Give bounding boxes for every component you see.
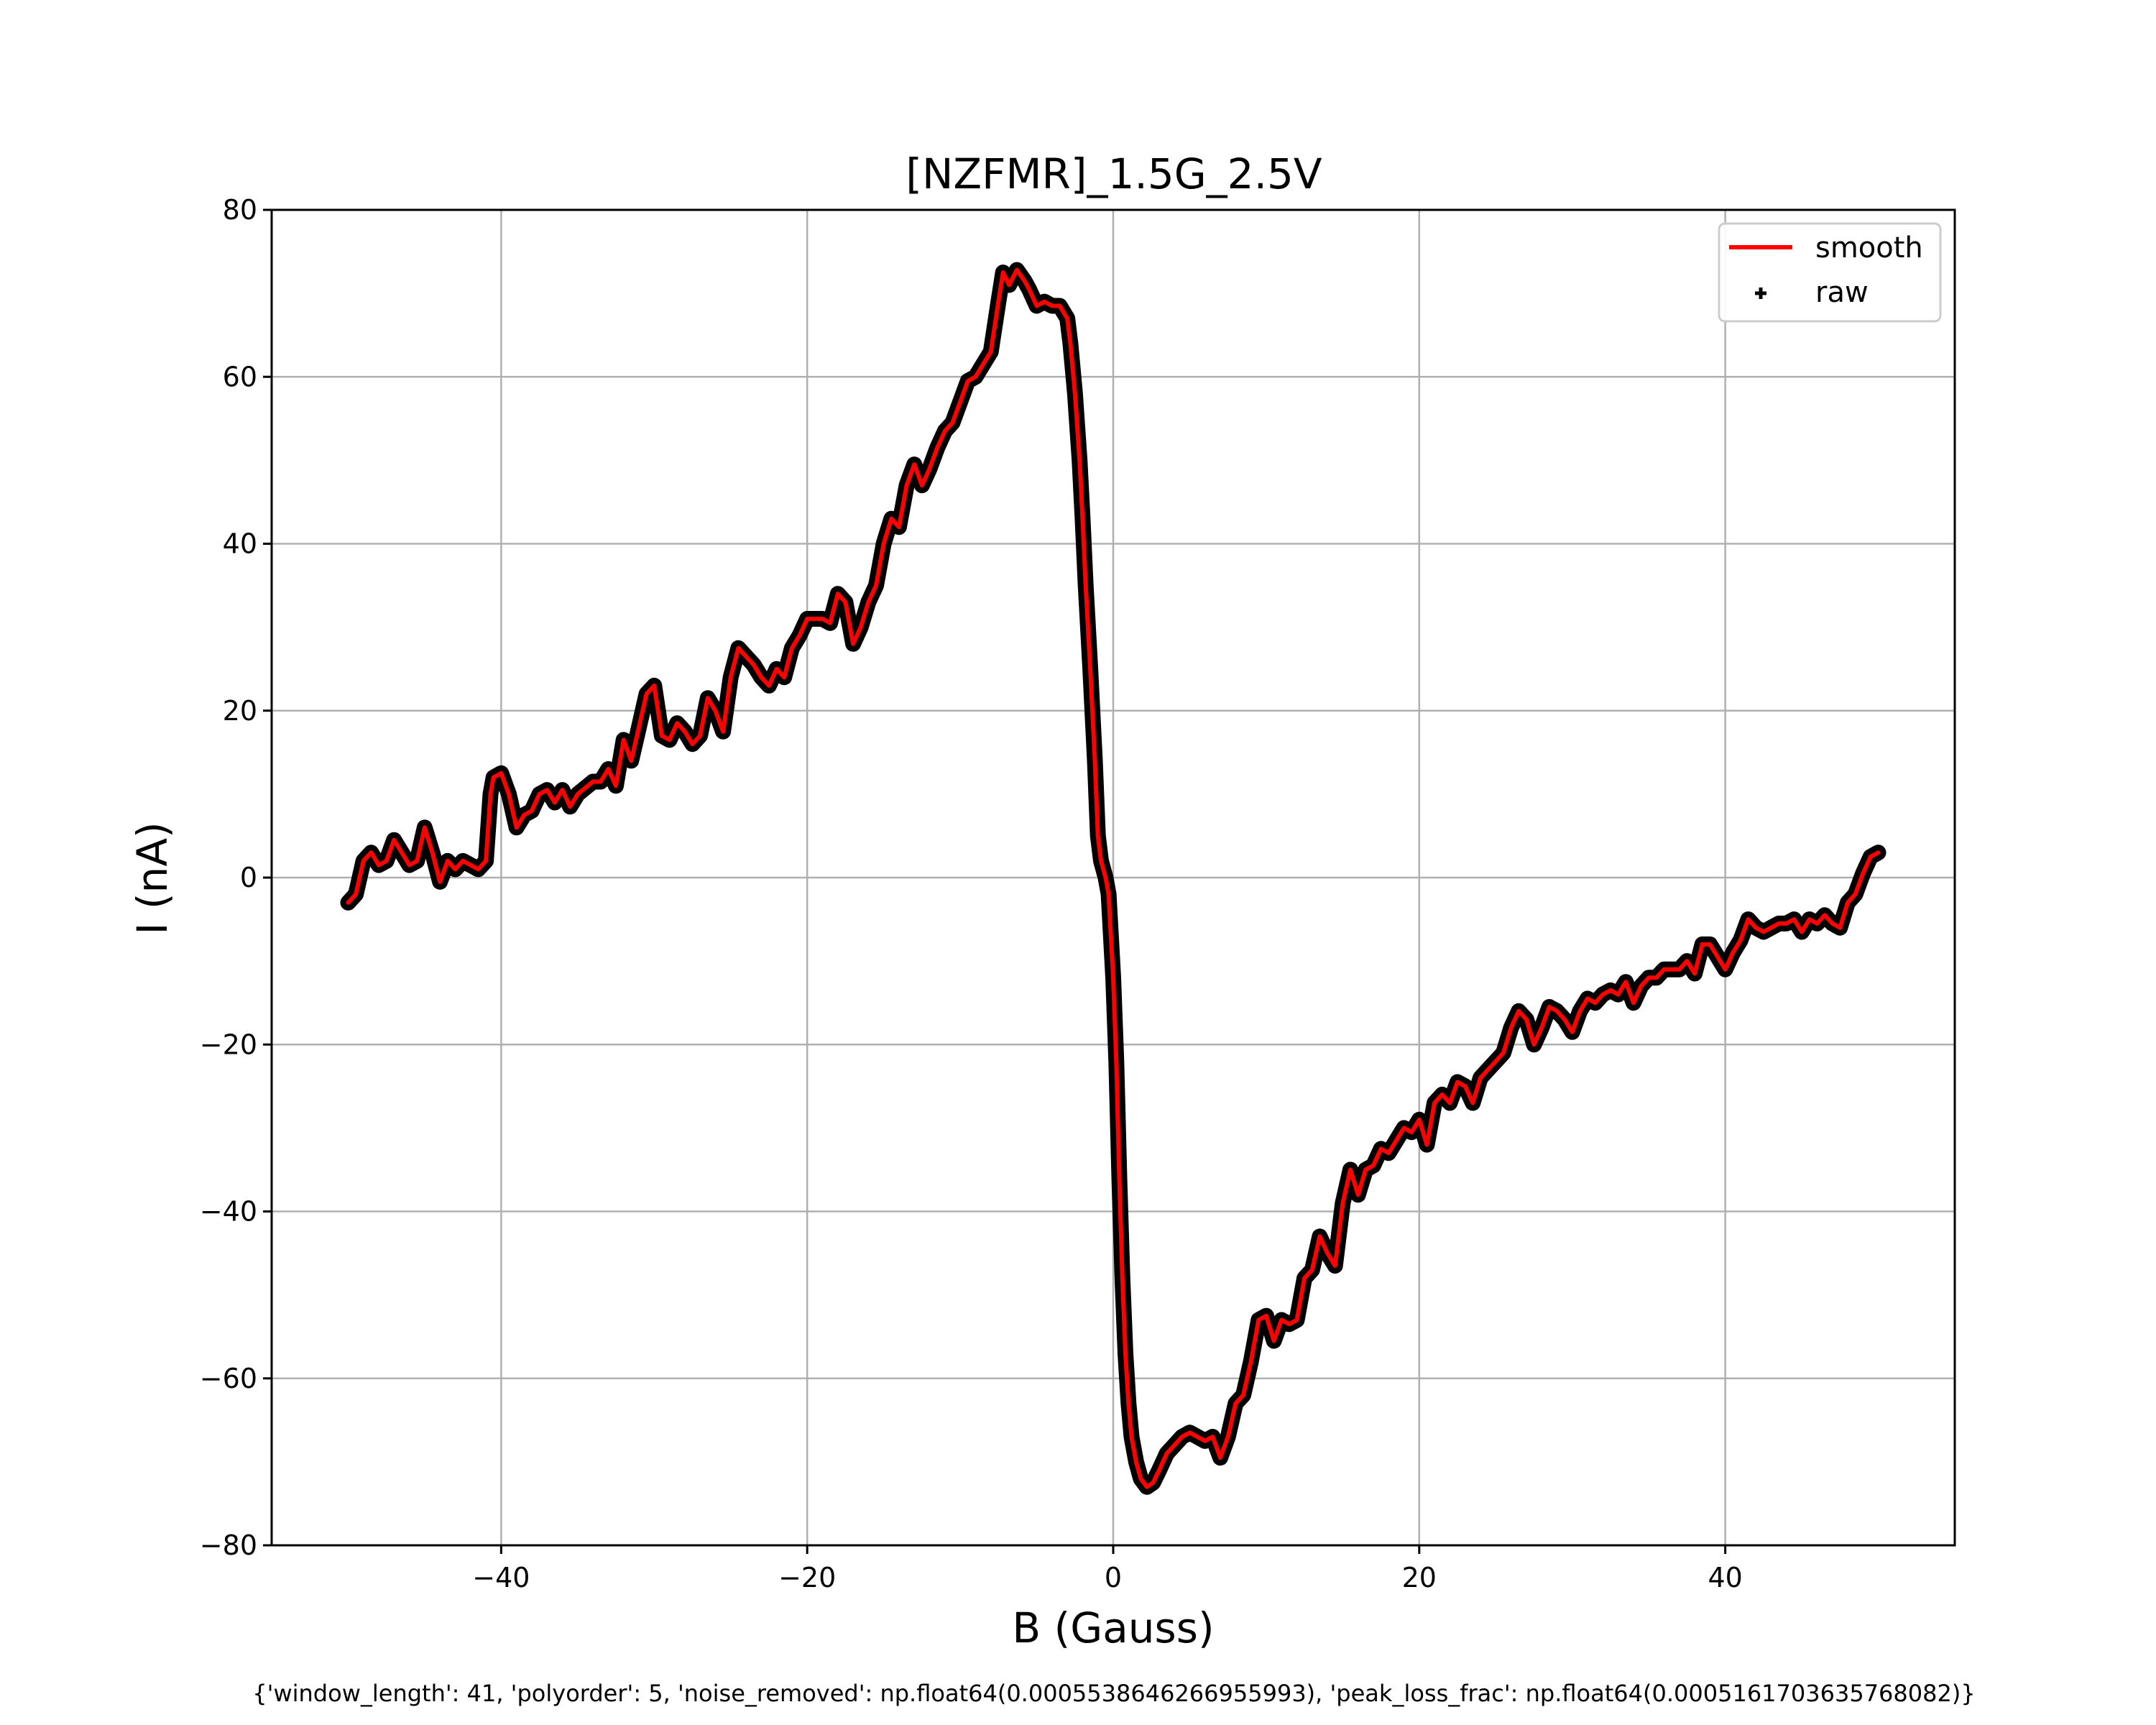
y-tick-label: 20 [223,695,257,727]
x-axis-ticks: −40 −20 0 20 40 [472,1545,1743,1593]
y-axis-label: I (nA) [128,822,177,934]
y-tick-label: −80 [200,1530,257,1561]
legend-smooth-label: smooth [1815,231,1923,264]
legend-raw-marker [1755,288,1766,299]
x-axis-label: B (Gauss) [1012,1604,1214,1652]
y-tick-label: 80 [223,194,257,226]
plot-frame [270,208,1956,1547]
y-tick-label: 0 [240,862,257,893]
y-tick-label: 60 [223,361,257,392]
y-tick-label: −60 [200,1363,257,1394]
y-tick-label: −20 [200,1029,257,1060]
x-tick-label: −20 [778,1562,836,1593]
legend-raw-label: raw [1815,276,1869,309]
x-tick-label: 20 [1402,1562,1437,1593]
footer-note: {'window_length': 41, 'polyorder': 5, 'n… [252,1680,1975,1707]
x-tick-label: 40 [1708,1562,1742,1593]
chart-title: [NZFMR]_1.5G_2.5V [906,150,1322,198]
smooth-series-line [346,267,1881,1489]
legend: smooth raw [1718,222,1942,323]
y-tick-label: −40 [200,1196,257,1228]
plot-area [340,262,1886,1495]
y-axis-ticks: −80 −60 −40 −20 0 20 40 60 80 [200,194,272,1561]
x-tick-label: 0 [1105,1562,1122,1593]
y-tick-label: 40 [223,528,257,560]
x-tick-label: −40 [472,1562,530,1593]
